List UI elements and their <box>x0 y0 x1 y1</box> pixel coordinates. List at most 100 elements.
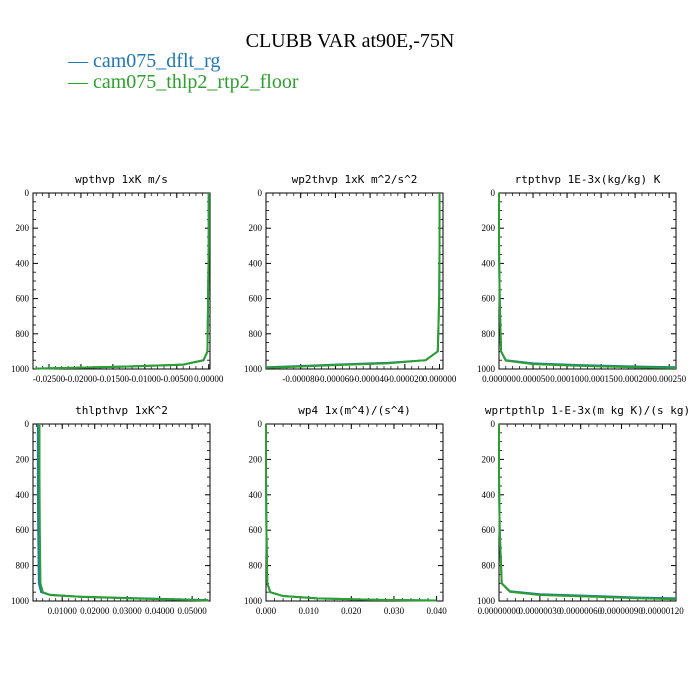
x-tick-label: 0.00000090 <box>600 606 643 616</box>
y-tick-label: 600 <box>16 294 30 304</box>
y-tick-label: 400 <box>16 490 30 500</box>
x-tick-label: 0.00000000 <box>478 606 521 616</box>
x-tick-label: 0.000150 <box>584 374 618 384</box>
y-tick-label: 1000 <box>244 596 263 606</box>
y-tick-label: 0 <box>491 188 496 198</box>
x-tick-label: 0.00000030 <box>518 606 561 616</box>
plot-frame <box>265 192 444 370</box>
plot-frame <box>498 423 677 602</box>
x-tick-label: 0.000000 <box>423 374 457 384</box>
series-line-floor <box>498 424 677 601</box>
y-tick-label: 400 <box>482 490 496 500</box>
y-tick-label: 800 <box>249 329 263 339</box>
plot-frame <box>498 192 677 370</box>
y-tick-label: 200 <box>16 223 30 233</box>
x-tick-label: 0.00000060 <box>559 606 602 616</box>
y-tick-label: 0 <box>25 419 30 429</box>
plot-frame <box>32 192 211 370</box>
y-tick-label: 0 <box>258 419 263 429</box>
y-tick-label: 600 <box>249 525 263 535</box>
x-tick-label: 0.03000 <box>113 606 143 616</box>
y-tick-label: 400 <box>249 490 263 500</box>
x-tick-label: 0.000100 <box>550 374 584 384</box>
y-tick-label: 400 <box>482 258 496 268</box>
panel-title: wp4 1x(m^4)/(s^4) <box>298 404 411 417</box>
x-tick-label: 0.030 <box>384 606 405 616</box>
plot-frame <box>32 423 211 602</box>
y-tick-label: 200 <box>16 454 30 464</box>
x-tick-label: -0.01500 <box>97 374 130 384</box>
legend-line-floor: — <box>68 71 93 93</box>
x-tick-label: 0.000200 <box>618 374 652 384</box>
y-tick-label: 200 <box>482 454 496 464</box>
x-tick-label: 0.000050 <box>516 374 550 384</box>
y-tick-label: 600 <box>482 294 496 304</box>
series-line-floor <box>38 424 209 602</box>
series-line-dflt <box>265 424 437 602</box>
x-tick-label: -0.02500 <box>33 374 66 384</box>
panel-title: wp2thvp 1xK m^2/s^2 <box>292 173 418 186</box>
legend-entry-dflt: — cam075_dflt_rg <box>68 50 220 73</box>
panel-title: thlpthvp 1xK^2 <box>75 404 168 417</box>
x-tick-label: 0.000250 <box>652 374 686 384</box>
x-tick-label: 0.01000 <box>48 606 78 616</box>
x-tick-label: -0.02000 <box>65 374 98 384</box>
y-tick-label: 400 <box>249 258 263 268</box>
x-tick-label: -0.000020 <box>386 374 423 384</box>
x-tick-label: -0.000080 <box>282 374 319 384</box>
series-line-dflt <box>34 193 210 370</box>
y-tick-label: 800 <box>16 329 30 339</box>
y-tick-label: 600 <box>249 294 263 304</box>
legend-line-dflt: — <box>68 50 93 72</box>
plot-frame <box>265 423 444 602</box>
panel-title: wprtpthlp 1-E-3x(m kg K)/(s kg) <box>485 404 690 417</box>
series-line-floor <box>498 193 677 369</box>
y-tick-label: 0 <box>25 188 30 198</box>
series-line-dflt <box>265 193 441 369</box>
y-tick-label: 400 <box>16 258 30 268</box>
x-tick-label: 0.010 <box>299 606 320 616</box>
panel-6: wprtpthlp 1-E-3x(m kg K)/(s kg) 0 200 400 60… <box>477 404 690 616</box>
y-tick-label: 800 <box>16 561 30 571</box>
y-tick-label: 200 <box>482 223 496 233</box>
legend-label-floor: cam075_thlp2_rtp2_floor <box>93 71 299 93</box>
y-tick-label: 1000 <box>477 596 496 606</box>
x-tick-label: 0.040 <box>426 606 447 616</box>
series-line-dflt <box>498 193 677 369</box>
series-line-dflt <box>36 424 209 602</box>
panel-title: rtpthvp 1E-3x(kg/kg) K <box>515 173 661 186</box>
y-tick-label: 800 <box>482 329 496 339</box>
panel-1: wpthvp 1xK m/s02004006008001000-0.02500-… <box>11 173 224 384</box>
x-tick-label: -0.00500 <box>161 374 194 384</box>
x-tick-label: 0.000000 <box>482 374 516 384</box>
y-tick-label: 1000 <box>477 364 496 374</box>
series-line-dflt <box>498 424 677 600</box>
x-tick-label: -0.000040 <box>352 374 389 384</box>
series-line-floor <box>265 424 437 602</box>
y-tick-label: 800 <box>249 561 263 571</box>
x-tick-label: 0.04000 <box>145 606 175 616</box>
series-line-floor <box>265 193 441 369</box>
x-tick-label: 0.00000 <box>194 374 224 384</box>
x-tick-label: 0.000 <box>256 606 277 616</box>
x-tick-label: -0.000060 <box>317 374 354 384</box>
y-tick-label: 0 <box>491 419 496 429</box>
legend-entry-floor: — cam075_thlp2_rtp2_floor <box>68 71 299 94</box>
legend-label-dflt: cam075_dflt_rg <box>93 50 221 72</box>
y-tick-label: 200 <box>249 223 263 233</box>
x-tick-label: 0.05000 <box>178 606 208 616</box>
x-tick-label: -0.01000 <box>129 374 162 384</box>
series-line-floor <box>34 193 210 370</box>
x-tick-label: 0.00000120 <box>641 606 684 616</box>
panel-title: wpthvp 1xK m/s <box>75 173 168 186</box>
y-tick-label: 0 <box>258 188 263 198</box>
panel-2: wp2thvp 1xK m^2/s^2 0 200 400 600 800 1000 -0.0… <box>244 173 457 384</box>
y-tick-label: 1000 <box>244 364 263 374</box>
y-tick-label: 200 <box>249 454 263 464</box>
y-tick-label: 1000 <box>11 596 30 606</box>
x-tick-label: 0.020 <box>341 606 362 616</box>
